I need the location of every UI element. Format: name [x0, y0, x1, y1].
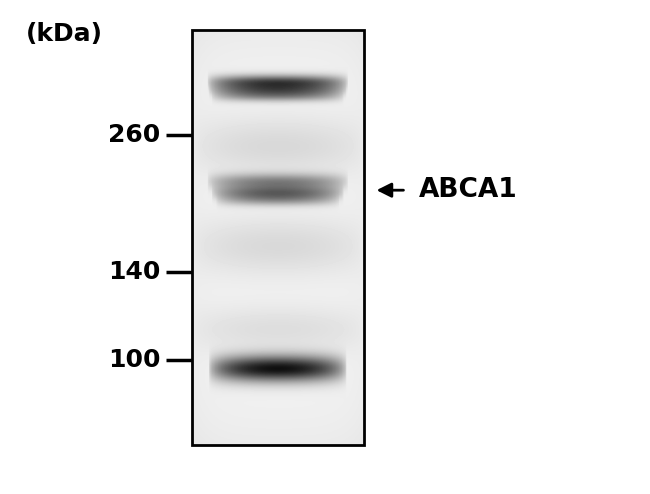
Text: 100: 100 — [108, 348, 161, 371]
Text: 140: 140 — [108, 260, 161, 285]
Text: ABCA1: ABCA1 — [419, 177, 518, 203]
Text: 260: 260 — [109, 124, 161, 147]
Bar — [192, 30, 364, 445]
Text: (kDa): (kDa) — [26, 22, 103, 46]
